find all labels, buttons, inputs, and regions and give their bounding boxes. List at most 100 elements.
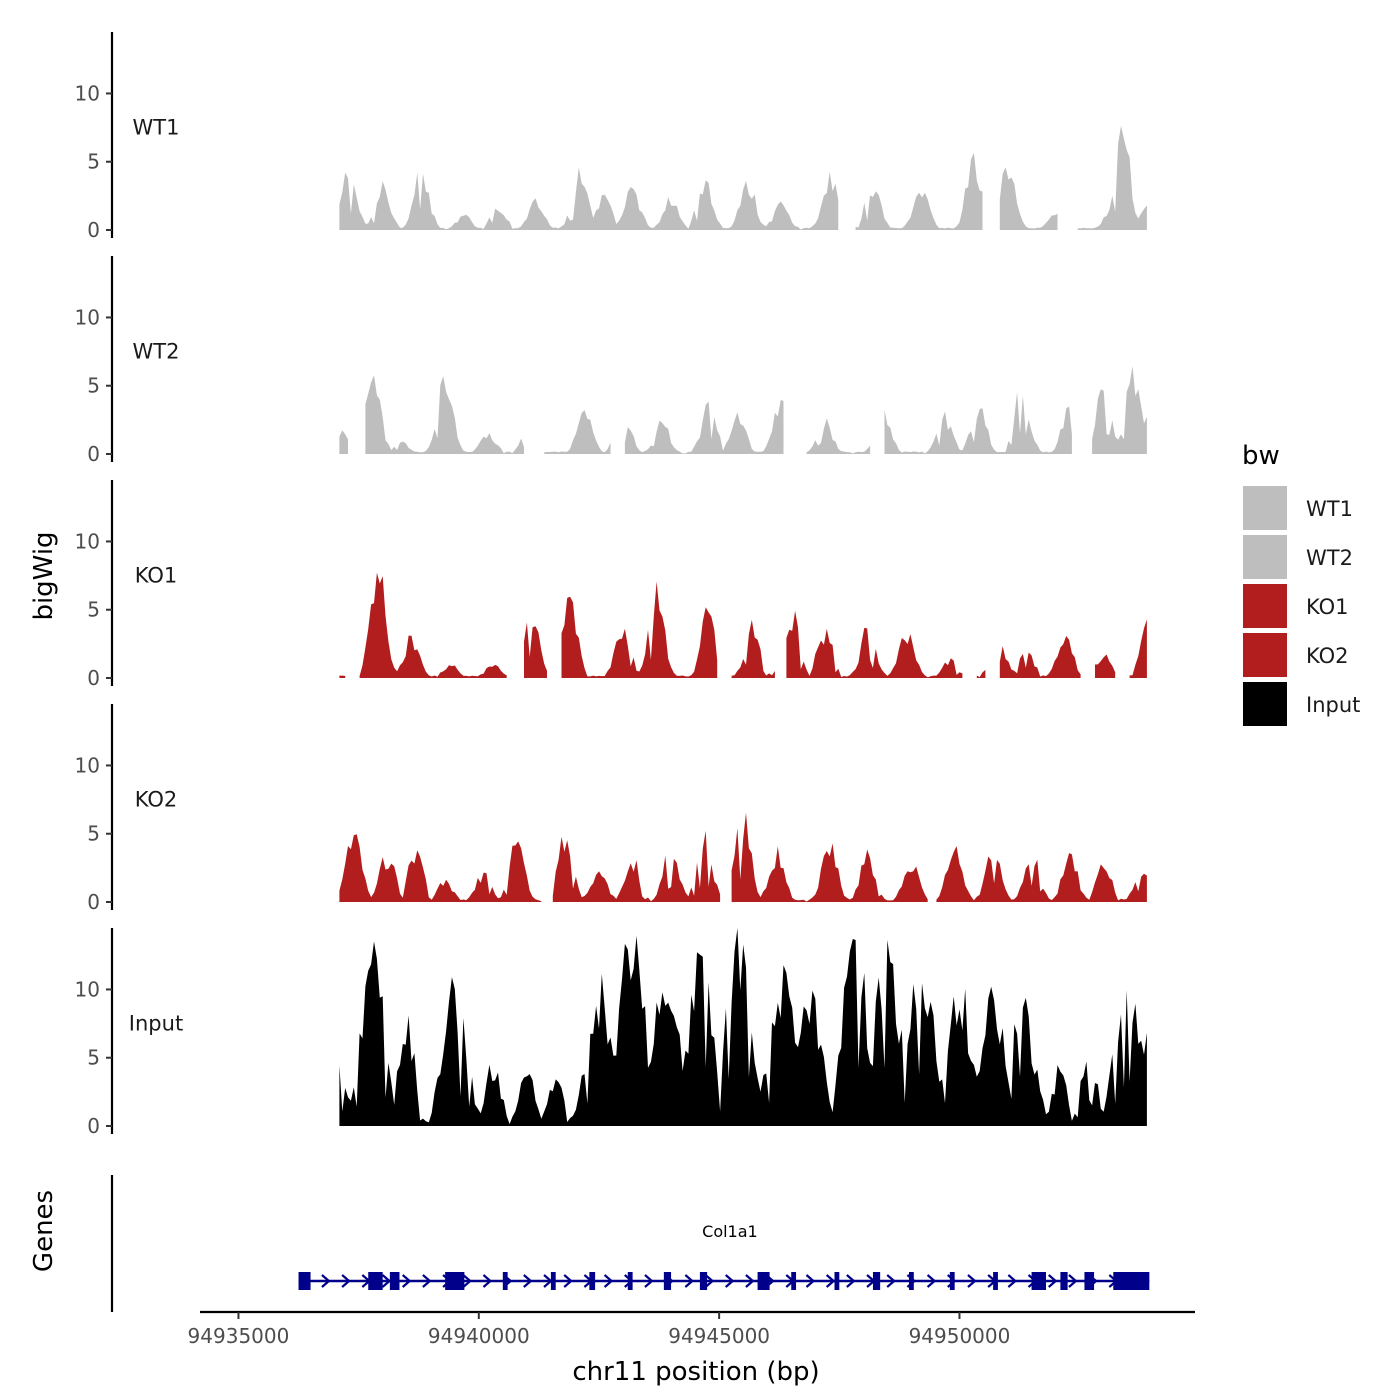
gene-exon bbox=[298, 1272, 311, 1290]
track-ko1: 0 5 10 KO1 bbox=[75, 480, 1147, 690]
legend-key-wt2 bbox=[1243, 535, 1287, 579]
y-tick-label: 0 bbox=[87, 1114, 100, 1138]
legend: bw WT1 WT2 KO1 KO2 Input bbox=[1242, 441, 1360, 726]
strand-arrow bbox=[745, 1274, 755, 1288]
gene-exon bbox=[502, 1272, 508, 1290]
gene-exon bbox=[834, 1272, 840, 1290]
coverage-area-ko2 bbox=[731, 812, 928, 902]
strand-arrow bbox=[846, 1274, 856, 1288]
gene-exon bbox=[627, 1272, 633, 1290]
strand-arrow bbox=[1007, 1274, 1018, 1288]
gene-exon bbox=[1084, 1272, 1095, 1290]
strand-arrow bbox=[462, 1274, 472, 1288]
track-wt2: 0 5 10 WT2 bbox=[75, 256, 1147, 466]
legend-title: bw bbox=[1242, 441, 1280, 471]
y-tick-label: 10 bbox=[75, 81, 100, 105]
coverage-area-wt1 bbox=[1077, 125, 1147, 230]
gene-exon bbox=[1060, 1272, 1068, 1290]
y-tick-label: 5 bbox=[87, 1046, 100, 1070]
strand-arrow bbox=[926, 1274, 937, 1288]
legend-label: WT2 bbox=[1306, 546, 1353, 570]
x-tick-label: 94950000 bbox=[909, 1324, 1011, 1348]
x-axis-title: chr11 position (bp) bbox=[572, 1357, 819, 1387]
strand-arrow bbox=[825, 1274, 836, 1288]
coverage-area-wt1 bbox=[855, 152, 983, 230]
y-tick-label: 5 bbox=[87, 822, 100, 846]
coverage-area-wt2 bbox=[1092, 366, 1147, 454]
coverage-area-wt2 bbox=[544, 410, 611, 454]
x-tick-label: 94945000 bbox=[668, 1324, 770, 1348]
gene-exon bbox=[389, 1272, 400, 1290]
coverage-area-ko2 bbox=[339, 834, 542, 902]
gene-exon bbox=[589, 1272, 596, 1290]
strand-arrow bbox=[967, 1274, 977, 1288]
strand-arrow bbox=[563, 1274, 573, 1288]
legend-key-ko2 bbox=[1243, 633, 1287, 677]
legend-label: KO1 bbox=[1306, 595, 1349, 619]
strand-arrow bbox=[523, 1274, 533, 1288]
y-tick-label: 10 bbox=[75, 977, 100, 1001]
strand-arrow bbox=[805, 1274, 816, 1288]
track-ko2: 0 5 10 KO2 bbox=[75, 704, 1147, 914]
coverage-area-wt2 bbox=[624, 400, 784, 454]
coverage-area-ko1 bbox=[1129, 619, 1147, 678]
strand-arrow bbox=[704, 1274, 715, 1288]
coverage-area-wt2 bbox=[365, 375, 524, 454]
coverage-area-ko1 bbox=[561, 581, 718, 678]
y-tick-label: 10 bbox=[75, 305, 100, 329]
x-axis: 94935000 94940000 94945000 94950000 bbox=[188, 1310, 1195, 1348]
strand-arrow bbox=[422, 1274, 432, 1288]
y-tick-label: 10 bbox=[75, 753, 100, 777]
legend-label: KO2 bbox=[1306, 644, 1349, 668]
gene-exon bbox=[445, 1272, 465, 1290]
coverage-area-wt2 bbox=[806, 418, 871, 454]
gene-exon bbox=[872, 1272, 881, 1290]
gene-exon bbox=[699, 1272, 708, 1290]
y-tick-label: 5 bbox=[87, 374, 100, 398]
track-input: 0 5 10 Input bbox=[75, 928, 1147, 1138]
coverage-area-ko1 bbox=[731, 619, 775, 678]
coverage-area-wt1 bbox=[339, 167, 839, 230]
strand-arrow bbox=[341, 1274, 351, 1288]
strand-arrow bbox=[724, 1274, 735, 1288]
strand-arrow bbox=[644, 1274, 654, 1288]
strand-arrow bbox=[401, 1274, 412, 1288]
gene-exon bbox=[1031, 1272, 1046, 1290]
strand-arrow bbox=[1048, 1274, 1058, 1288]
gene-exon bbox=[368, 1272, 383, 1290]
y-tick-label: 0 bbox=[87, 442, 100, 466]
track-label: WT1 bbox=[133, 115, 180, 139]
coverage-area-input bbox=[339, 928, 1147, 1126]
y-tick-label: 0 bbox=[87, 666, 100, 690]
y-tick-label: 5 bbox=[87, 150, 100, 174]
strand-arrow bbox=[482, 1274, 493, 1288]
legend-key-ko1 bbox=[1243, 584, 1287, 628]
x-tick-label: 94935000 bbox=[188, 1324, 290, 1348]
gene-exon bbox=[908, 1272, 914, 1290]
y-tick-label: 5 bbox=[87, 598, 100, 622]
x-tick-label: 94940000 bbox=[428, 1324, 530, 1348]
strand-arrow bbox=[1068, 1274, 1078, 1288]
strand-arrow bbox=[684, 1274, 695, 1288]
track-wt1: 0 5 10 WT1 bbox=[75, 32, 1147, 242]
y-tick-label: 0 bbox=[87, 890, 100, 914]
strand-arrow bbox=[886, 1274, 896, 1288]
track-label: KO2 bbox=[135, 787, 178, 811]
coverage-area-ko1 bbox=[339, 675, 346, 678]
gene-label: Col1a1 bbox=[702, 1222, 758, 1241]
legend-label: WT1 bbox=[1306, 497, 1353, 521]
gene-track: Col1a1 bbox=[110, 1175, 1150, 1312]
coverage-area-ko1 bbox=[786, 610, 963, 678]
gene-exon bbox=[791, 1272, 797, 1290]
gene-exon bbox=[757, 1272, 770, 1290]
legend-label: Input bbox=[1306, 693, 1360, 717]
gene-exon bbox=[550, 1272, 556, 1290]
strand-arrow bbox=[321, 1274, 331, 1288]
coverage-area-wt1 bbox=[999, 167, 1058, 230]
gene-exon bbox=[949, 1272, 955, 1290]
gene-exon bbox=[663, 1272, 672, 1290]
coverage-area-ko2 bbox=[552, 830, 721, 902]
coverage-area-ko1 bbox=[999, 636, 1081, 678]
y-axis-title: bigWig bbox=[29, 531, 59, 620]
